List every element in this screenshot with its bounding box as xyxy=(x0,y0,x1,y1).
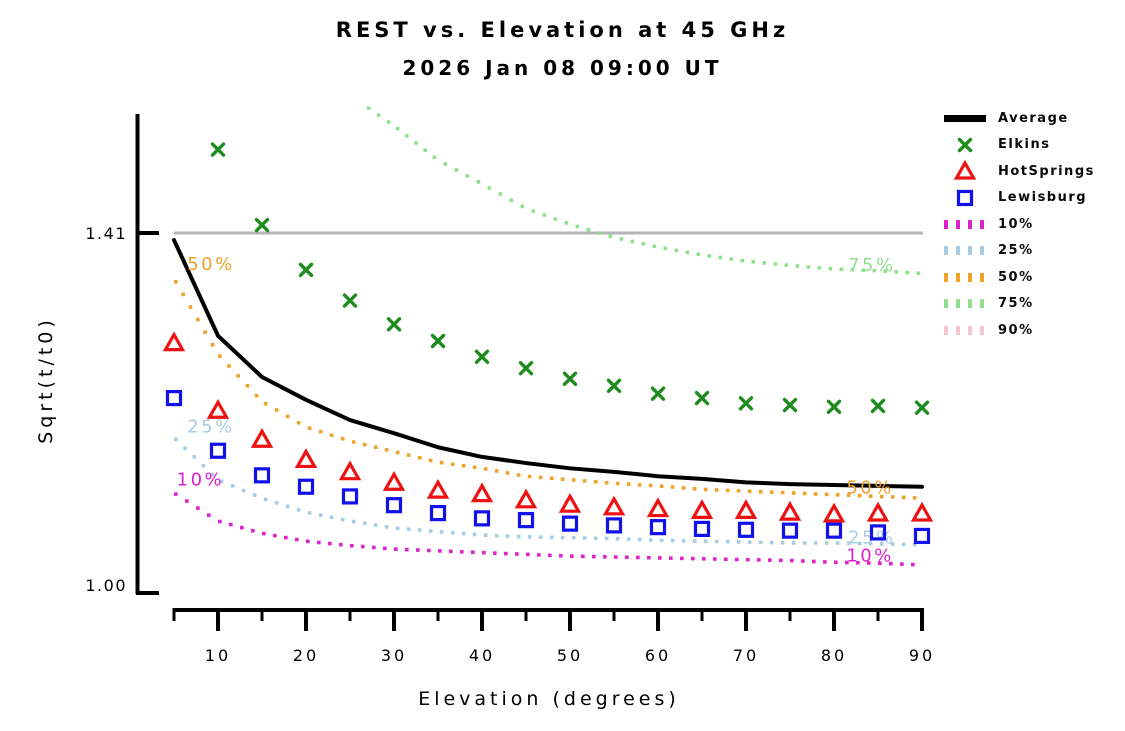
percentile-curve-50pct xyxy=(174,280,917,500)
legend-item-hotsprings: HotSprings xyxy=(944,158,1095,185)
legend-item-elkins: Elkins xyxy=(944,132,1095,159)
curve-label-10pct: 10% xyxy=(846,546,894,567)
legend-label: Elkins xyxy=(998,137,1051,153)
curve-label-50pct: 50% xyxy=(187,254,235,275)
percentile-curve-10pct xyxy=(174,492,915,567)
square-marker-swatch xyxy=(944,186,990,210)
legend-dash xyxy=(968,272,972,282)
legend-label: Lewisburg xyxy=(998,190,1088,206)
legend-dash-swatch xyxy=(944,272,992,282)
x-tick-label: 50 xyxy=(557,646,583,665)
legend-item-75pct: 75% xyxy=(944,291,1095,318)
x-tick-label: 40 xyxy=(469,646,495,665)
curve-labels: 50%25%10%75%50%25%10% xyxy=(177,254,896,567)
percentile-curve-75pct xyxy=(366,106,921,275)
x-tick-label: 90 xyxy=(909,646,935,665)
average-line xyxy=(172,238,924,489)
x-tick-label: 20 xyxy=(293,646,319,665)
legend-dash xyxy=(968,299,972,309)
legend-dash xyxy=(980,272,984,282)
legend-dash xyxy=(980,219,984,229)
curve-label-75pct: 75% xyxy=(848,255,896,276)
axes: 1.00 1.41 10 20 30 40 50 60 70 80 90 Elevation (deg… xyxy=(35,114,935,710)
legend-dash xyxy=(944,299,948,309)
legend-dash xyxy=(980,325,984,335)
legend-dash xyxy=(956,272,960,282)
legend-dash-swatch xyxy=(944,299,992,309)
legend-dash xyxy=(980,299,984,309)
legend-dash xyxy=(944,272,948,282)
legend-label: 75% xyxy=(998,296,1034,312)
legend-dash xyxy=(944,325,948,335)
legend-dash xyxy=(956,325,960,335)
legend-item-lewisburg: Lewisburg xyxy=(944,185,1095,212)
legend-line-swatch xyxy=(944,114,986,122)
legend-dash xyxy=(968,325,972,335)
legend-marker-icon xyxy=(957,137,973,152)
chart-subtitle: 2026 Jan 08 09:00 UT xyxy=(402,56,723,80)
legend-dash-swatch xyxy=(944,325,992,335)
dotted-line-swatch xyxy=(944,246,992,256)
legend-dash xyxy=(968,246,972,256)
legend-dash-swatch xyxy=(944,246,992,256)
legend-dash xyxy=(980,246,984,256)
series-lewisburg-markers xyxy=(165,389,931,545)
curve-label-10pct: 10% xyxy=(177,469,225,490)
average-line-swatch xyxy=(944,114,990,122)
triangle-marker-swatch xyxy=(944,159,990,183)
legend-dash xyxy=(944,219,948,229)
chart-title: REST vs. Elevation at 45 GHz xyxy=(335,18,790,42)
x-marker-swatch xyxy=(944,133,990,157)
dotted-line-swatch xyxy=(944,299,992,309)
legend-item-10pct: 10% xyxy=(944,211,1095,238)
legend-label: Average xyxy=(998,110,1069,126)
y-tick-label: 1.00 xyxy=(85,576,127,595)
legend-item-90pct: 90% xyxy=(944,317,1095,344)
series-hotsprings-markers xyxy=(162,331,934,523)
legend-marker-icon xyxy=(956,189,974,206)
legend: Average Elkins HotSprings Lewisburg 10% 25% 50… xyxy=(944,105,1095,344)
x-tick-label: 10 xyxy=(205,646,231,665)
legend-label: HotSprings xyxy=(998,163,1095,179)
dotted-line-swatch xyxy=(944,325,992,335)
dotted-line-swatch xyxy=(944,272,992,282)
percentile-curve-25pct xyxy=(174,437,917,547)
x-tick-label: 60 xyxy=(645,646,671,665)
legend-dash xyxy=(956,246,960,256)
x-axis-title: Elevation (degrees) xyxy=(418,688,680,710)
legend-marker-icon xyxy=(953,160,977,180)
series-elkins-markers xyxy=(210,142,930,415)
legend-label: 25% xyxy=(998,243,1034,259)
legend-dash xyxy=(956,219,960,229)
legend-item-50pct: 50% xyxy=(944,264,1095,291)
legend-label: 50% xyxy=(998,269,1034,285)
dotted-line-swatch xyxy=(944,219,992,229)
y-axis-title: Sqrt(t/t0) xyxy=(35,316,57,444)
y-tick-label: 1.41 xyxy=(85,224,127,243)
legend-label: 10% xyxy=(998,216,1034,232)
legend-label: 90% xyxy=(998,322,1034,338)
legend-dash xyxy=(968,219,972,229)
legend-item-25pct: 25% xyxy=(944,238,1095,265)
legend-item-average: Average xyxy=(944,105,1095,132)
curve-label-25pct: 25% xyxy=(187,417,235,438)
x-tick-label: 30 xyxy=(381,646,407,665)
x-tick-label: 80 xyxy=(821,646,847,665)
legend-dash xyxy=(944,246,948,256)
x-tick-label: 70 xyxy=(733,646,759,665)
curve-label-50pct: 50% xyxy=(846,477,894,498)
legend-dash-swatch xyxy=(944,219,992,229)
legend-dash xyxy=(956,299,960,309)
